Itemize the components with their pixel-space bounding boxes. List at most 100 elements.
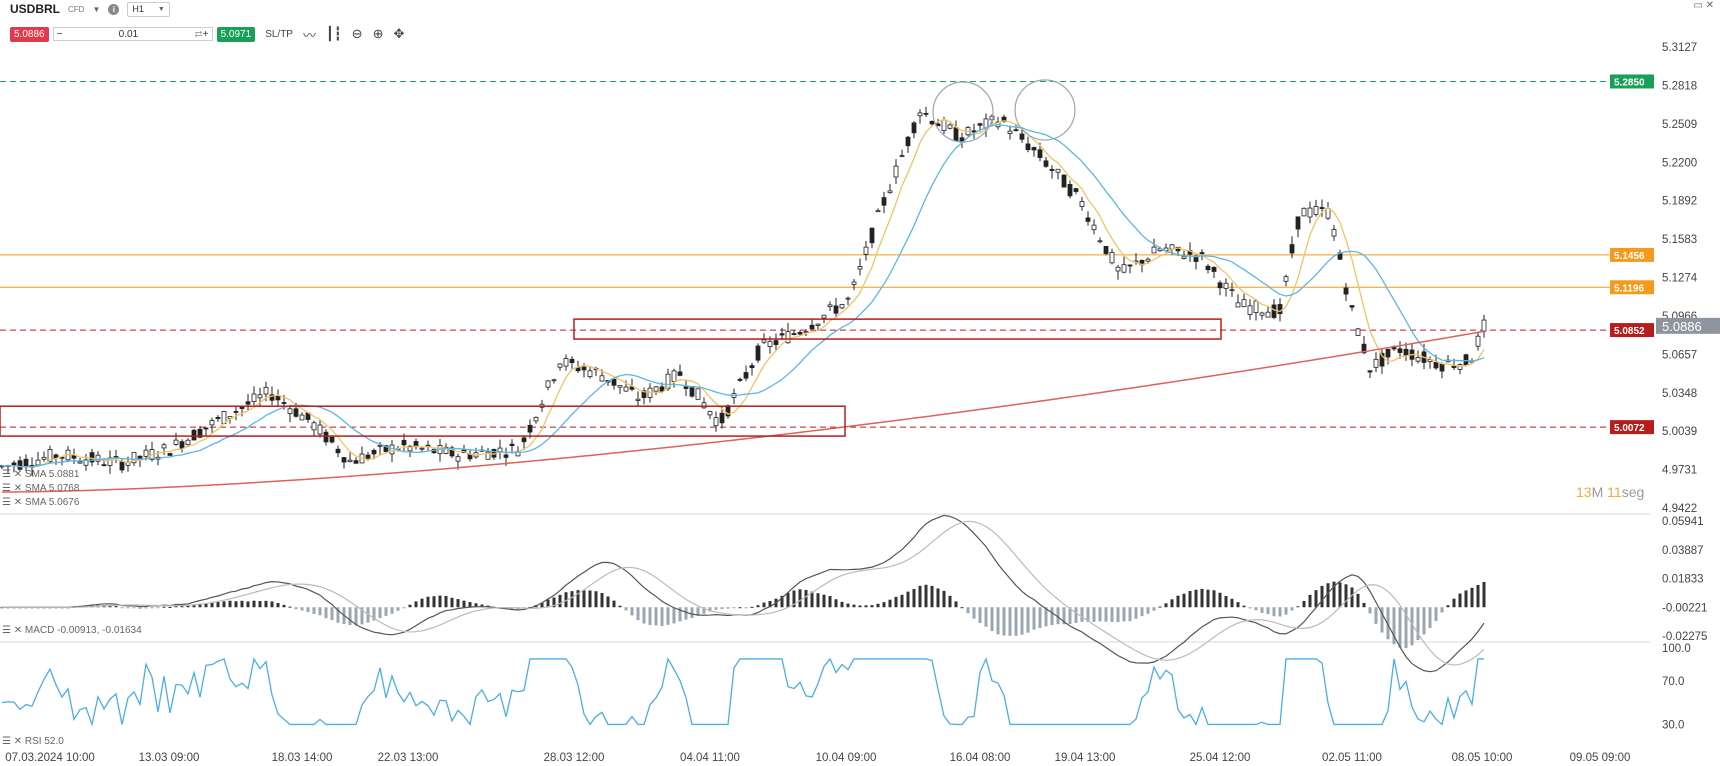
- resistance-zone-box[interactable]: [573, 318, 1222, 340]
- support-zone-box[interactable]: [0, 405, 846, 437]
- zoom-in-icon[interactable]: ⊕: [372, 26, 384, 41]
- candle-body: [677, 371, 683, 376]
- timeframe-select[interactable]: H1 ▼: [127, 1, 170, 17]
- macd-bar: [1446, 605, 1450, 608]
- top-marker-circle[interactable]: [1014, 79, 1076, 141]
- candle-body: [1277, 304, 1283, 315]
- candle-body: [533, 417, 539, 422]
- sell-button[interactable]: 5.0886: [10, 26, 49, 42]
- candle-body: [941, 119, 947, 131]
- macd-bar: [1200, 588, 1204, 608]
- macd-bar: [1284, 607, 1288, 615]
- macd-bar: [108, 605, 112, 608]
- zoom-out-icon[interactable]: ⊖: [351, 26, 363, 41]
- candles-icon[interactable]: ┃┇: [326, 26, 342, 41]
- price-tick-label: 5.0657: [1662, 349, 1697, 361]
- volume-value[interactable]: 0.01: [118, 28, 139, 40]
- buy-button[interactable]: 5.0971: [216, 26, 256, 42]
- macd-bar: [810, 591, 814, 608]
- candle-body: [1091, 224, 1097, 231]
- macd-bar: [654, 607, 658, 626]
- info-icon[interactable]: i: [108, 3, 120, 15]
- candle-body: [1001, 116, 1007, 122]
- macd-bar: [678, 607, 682, 622]
- macd-bar: [1422, 607, 1426, 635]
- candle-body: [569, 358, 575, 363]
- macd-bar: [546, 599, 550, 608]
- macd-bar: [690, 607, 694, 619]
- candle-body: [1037, 149, 1043, 158]
- macd-tick-label: 0.01833: [1662, 574, 1704, 586]
- candle-body: [1073, 188, 1079, 192]
- candle-body: [1433, 362, 1439, 369]
- top-marker-circle[interactable]: [932, 81, 994, 143]
- macd-bar: [570, 591, 574, 608]
- macd-bar: [864, 605, 868, 608]
- candle-body: [299, 414, 305, 421]
- macd-bar: [1320, 585, 1324, 608]
- candle-body: [1097, 240, 1103, 243]
- macd-bar: [990, 607, 994, 632]
- macd-bar: [1026, 607, 1030, 633]
- swap-icon[interactable]: ⇄: [194, 28, 203, 40]
- candle-body: [1397, 348, 1403, 353]
- macd-bar: [120, 607, 124, 609]
- line-chart-icon[interactable]: 〰: [302, 27, 316, 43]
- macd-line: [2, 514, 1485, 673]
- macd-bar: [246, 601, 250, 608]
- macd-bar: [198, 603, 202, 608]
- sltp-button[interactable]: SL/TP: [265, 28, 293, 40]
- symbol-label[interactable]: USDBRL: [10, 2, 60, 16]
- macd-bar: [1380, 607, 1384, 633]
- macd-bar: [132, 607, 136, 609]
- rsi-legend-label: ☰ ✕ RSI 52.0: [2, 736, 64, 747]
- window-controls-icon[interactable]: ▭ ✕: [1693, 0, 1714, 11]
- plus-icon[interactable]: +: [202, 28, 209, 40]
- candle-body: [1313, 206, 1319, 215]
- macd-bar: [1056, 607, 1060, 625]
- candle-body: [833, 305, 839, 314]
- rsi-line: [1, 657, 1484, 727]
- candle-body: [1013, 129, 1019, 132]
- candle-body: [1085, 217, 1091, 222]
- candle-body: [131, 452, 137, 464]
- macd-bar: [1098, 607, 1102, 622]
- candle-body: [557, 363, 563, 368]
- candle-body: [1049, 168, 1055, 171]
- macd-bar: [666, 607, 670, 625]
- chevron-down-icon[interactable]: ▼: [92, 4, 101, 14]
- macd-bar: [114, 606, 118, 608]
- move-icon[interactable]: ✥: [393, 26, 405, 41]
- macd-bar: [672, 607, 676, 624]
- candle-body: [1265, 311, 1271, 318]
- macd-bar: [906, 591, 910, 608]
- instrument-bar: USDBRL CFD ▼ i H1 ▼: [10, 0, 170, 18]
- macd-bar: [822, 594, 826, 608]
- macd-bar: [1338, 582, 1342, 608]
- candle-body: [599, 375, 605, 382]
- candle-body: [203, 427, 209, 430]
- candle-body: [1283, 276, 1289, 282]
- macd-bar: [156, 607, 160, 609]
- macd-bar: [1440, 607, 1444, 613]
- candle-body: [161, 444, 167, 449]
- level-tag-label: 5.0072: [1614, 423, 1645, 434]
- candle-body: [551, 379, 557, 382]
- macd-bar: [234, 601, 238, 608]
- level-tag-label: 5.1456: [1614, 251, 1645, 262]
- candle-body: [1019, 133, 1025, 140]
- macd-bar: [468, 602, 472, 608]
- candle-body: [863, 246, 869, 255]
- candle-body: [365, 454, 371, 460]
- macd-bar: [1212, 590, 1216, 608]
- time-tick-label: 16.04 08:00: [950, 752, 1011, 764]
- macd-bar: [660, 607, 664, 626]
- macd-bar: [432, 596, 436, 608]
- candle-body: [83, 459, 89, 466]
- time-tick-label: 22.03 13:00: [378, 752, 439, 764]
- macd-bar: [1128, 607, 1132, 622]
- minus-icon[interactable]: −: [56, 28, 63, 40]
- candle-body: [527, 424, 533, 433]
- volume-field[interactable]: − 0.01 ⇄ +: [52, 27, 213, 41]
